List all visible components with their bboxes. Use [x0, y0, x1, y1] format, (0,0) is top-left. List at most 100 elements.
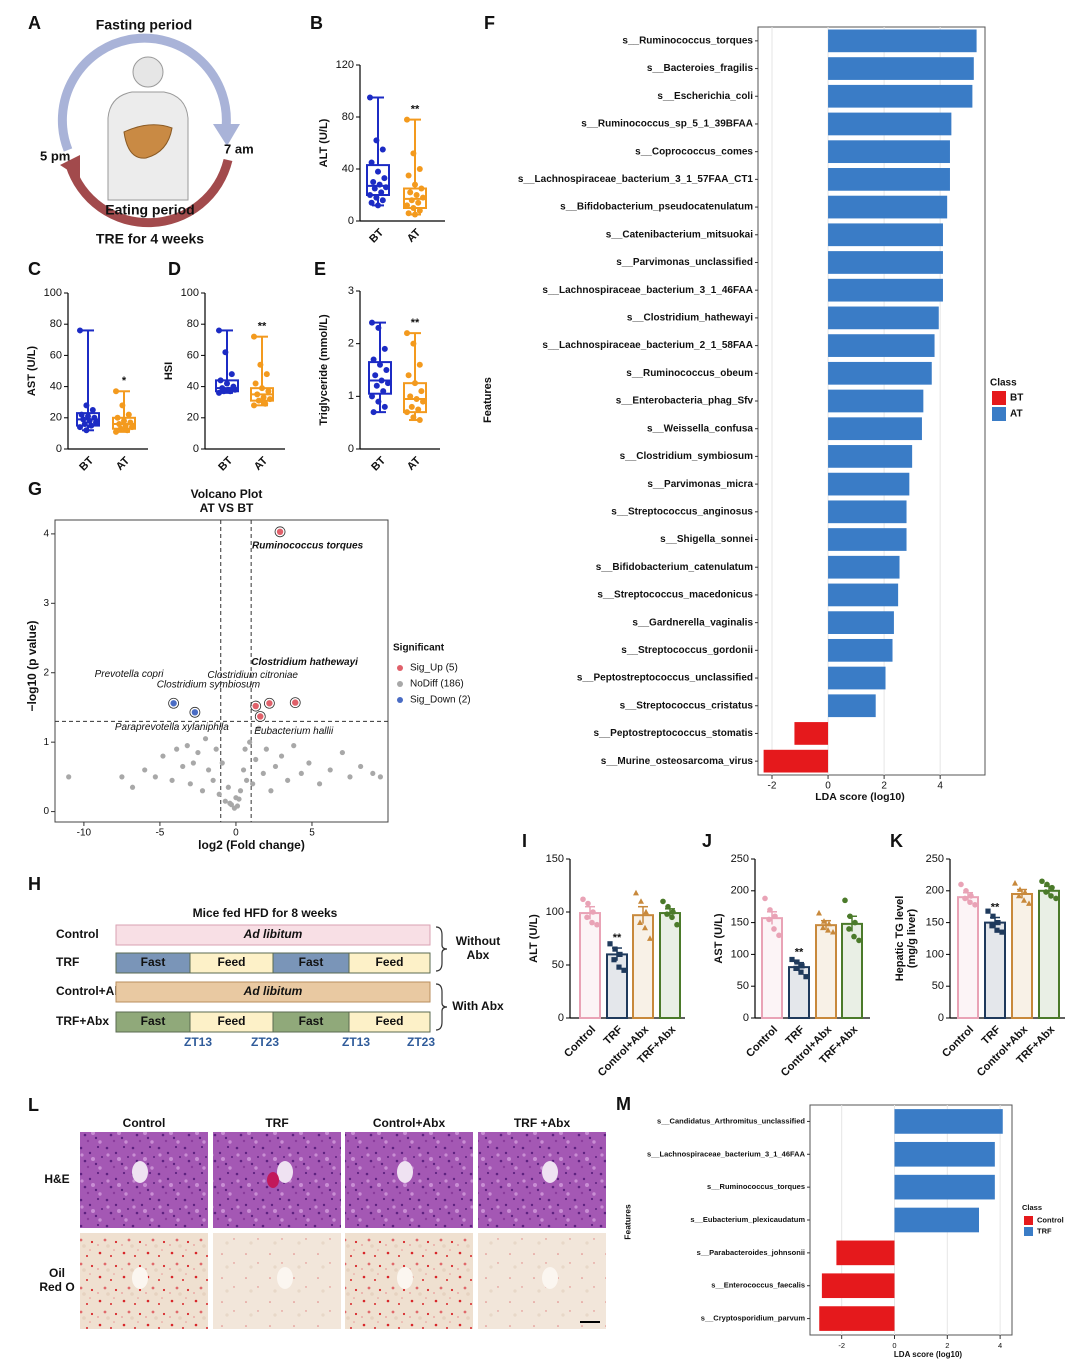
- y-tick-label: s__Lachnospiraceae_bacterium_3_1_57FAA_C…: [518, 174, 754, 185]
- data-point: [195, 749, 201, 756]
- bar: [819, 1306, 895, 1331]
- data-point: [1053, 895, 1059, 902]
- bar: [828, 195, 948, 219]
- liver: [123, 124, 173, 159]
- y-tick-label: s__Peptostreptococcus_stomatis: [593, 728, 753, 739]
- bar: [836, 1240, 895, 1266]
- segment-label: Fast: [141, 1014, 166, 1028]
- data-point: [113, 428, 119, 435]
- data-point: [415, 406, 422, 413]
- data-point: [1012, 879, 1018, 886]
- data-point: [375, 324, 382, 331]
- bar: [828, 57, 974, 80]
- data-point: [803, 974, 809, 980]
- y-tick-label: 4: [43, 529, 49, 540]
- point-label: Eubacterium hallii: [254, 726, 334, 737]
- bar: [828, 278, 943, 302]
- y-tick-label: s__Streptococcus_macedonicus: [597, 590, 753, 601]
- data-point: [127, 419, 134, 426]
- data-point: [298, 770, 304, 777]
- chart-subtitle: AT VS BT: [200, 501, 254, 515]
- column-label: TRF: [265, 1116, 288, 1130]
- data-point: [339, 749, 345, 756]
- data-point: [358, 763, 364, 770]
- data-point: [1048, 893, 1054, 899]
- segment-label: Ad libitum: [243, 927, 303, 941]
- panel-label: E: [314, 259, 326, 279]
- data-point: [793, 965, 799, 971]
- y-tick-label: s__Escherichia_coli: [657, 91, 753, 102]
- bar: [828, 306, 939, 330]
- data-point: [377, 361, 383, 368]
- data-point: [375, 168, 381, 175]
- bar: [828, 638, 893, 662]
- panel-label: B: [310, 13, 323, 33]
- column-label: Control+Abx: [373, 1116, 446, 1130]
- bar: [579, 912, 601, 1019]
- y-tick-label: 150: [926, 917, 944, 929]
- data-point: [216, 327, 222, 334]
- data-point: [794, 959, 800, 965]
- data-point: [91, 414, 98, 421]
- legend-marker: [397, 697, 403, 703]
- data-point: [220, 388, 227, 395]
- x-tick-label: -5: [155, 828, 164, 839]
- data-point: [383, 184, 389, 191]
- data-point: [260, 770, 266, 777]
- data-point: [265, 388, 272, 395]
- y-tick-label: 80: [50, 318, 62, 330]
- data-point: [1044, 881, 1050, 888]
- data-point: [174, 746, 180, 752]
- data-point: [243, 777, 250, 783]
- vessel: [277, 1267, 293, 1289]
- data-point: [242, 746, 248, 752]
- eating-label: Eating period: [105, 202, 194, 218]
- segment-label: Feed: [375, 955, 403, 969]
- head: [132, 56, 164, 88]
- data-point: [416, 207, 423, 214]
- y-tick-label: 50: [737, 980, 749, 992]
- data-point: [291, 743, 297, 749]
- data-point: [418, 185, 425, 192]
- data-point: [371, 185, 378, 192]
- data-point: [621, 967, 627, 973]
- data-point: [234, 803, 241, 809]
- significance: **: [411, 104, 420, 116]
- data-point: [222, 798, 228, 804]
- data-point: [385, 380, 391, 387]
- data-point: [674, 921, 680, 928]
- data-point: [180, 763, 186, 770]
- data-point: [78, 411, 85, 418]
- data-point: [119, 774, 125, 780]
- bar: [828, 389, 924, 413]
- schedule-bar: [115, 924, 431, 946]
- bar: [828, 168, 950, 191]
- data-point: [410, 205, 417, 211]
- x-tick-label: TRF: [980, 1023, 1004, 1047]
- vessel: [397, 1267, 413, 1289]
- caption: TRE for 4 weeks: [96, 231, 204, 247]
- data-point: [367, 192, 373, 198]
- data-point: [637, 919, 643, 925]
- data-point: [224, 380, 230, 387]
- row-label: Control+Abx: [56, 984, 129, 998]
- y-tick-label: 200: [731, 885, 749, 897]
- data-point: [256, 725, 262, 731]
- data-point: [373, 137, 380, 144]
- timepoint-label: ZT23: [407, 1035, 435, 1049]
- data-point: [375, 202, 381, 209]
- x-tick-label: 0: [892, 1341, 896, 1350]
- bar: [957, 896, 979, 1019]
- data-point: [85, 413, 91, 420]
- y-tick-label: 60: [50, 349, 62, 361]
- panel-label: G: [28, 479, 42, 499]
- vessel-blood: [267, 1172, 279, 1188]
- x-axis-label: log2 (Fold change): [198, 838, 305, 852]
- point-ring: [254, 711, 266, 722]
- data-point: [88, 422, 95, 429]
- segment-label: Ad libitum: [243, 984, 303, 998]
- y-tick-label: s__Weissella_confusa: [647, 423, 753, 434]
- x-tick-label: 2: [945, 1341, 949, 1350]
- point-label: Paraprevotella xylaniphila: [115, 722, 229, 733]
